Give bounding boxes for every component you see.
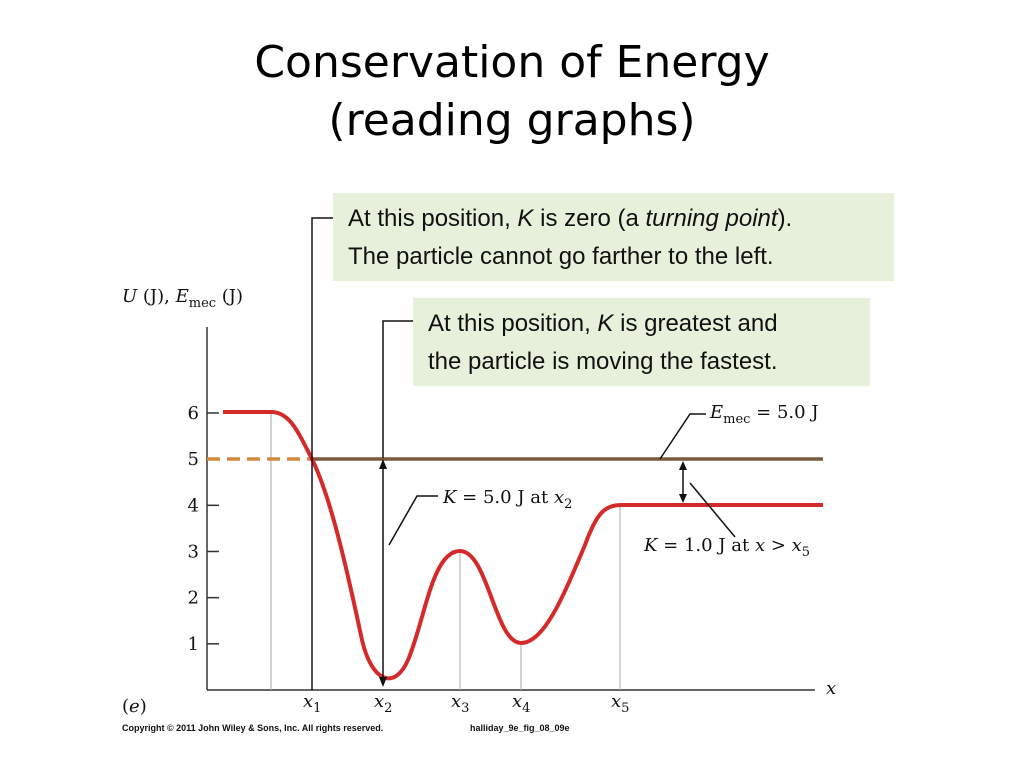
leader-emec [659, 413, 706, 460]
callout-turning-point-line1: At this position, K is zero (a turning p… [348, 205, 792, 232]
y-axis-label: U (J), Emec (J) [122, 286, 243, 311]
y-tick-label: 3 [188, 541, 199, 562]
potential-energy-curve [223, 410, 823, 681]
k-x5-arrow [679, 461, 687, 503]
y-ticks: 1 2 3 4 5 6 [188, 403, 219, 655]
y-tick-label: 4 [188, 495, 199, 516]
x-tick-label: x1 [303, 691, 321, 716]
x-tick-label: x2 [374, 691, 392, 716]
leader-k-x2 [388, 495, 438, 546]
y-tick-label: 2 [188, 588, 199, 609]
slide-title: Conservation of Energy (reading graphs) [0, 34, 1024, 150]
callout-turning-point-line2: The particle cannot go farther to the le… [348, 243, 774, 270]
leader-k-x5 [689, 482, 736, 538]
x-axis-label: x [826, 678, 836, 699]
copyright-text: Copyright © 2011 John Wiley & Sons, Inc.… [122, 723, 383, 733]
k-x2-arrow [379, 459, 387, 687]
callout-fastest-line1: At this position, K is greatest and [428, 310, 778, 337]
y-tick-label: 6 [188, 403, 199, 424]
x-tick-label: x3 [451, 691, 469, 716]
callout-fastest-box [413, 298, 870, 386]
title-line-2: (reading graphs) [328, 95, 696, 146]
x-guide-lines [270, 412, 621, 690]
annot-k-x5: K = 1.0 J at x > x5 [643, 535, 810, 560]
figure-id: halliday_9e_fig_08_09e [470, 723, 570, 733]
annot-emec: Emec = 5.0 J [709, 402, 819, 427]
callout-turning-point-box [333, 193, 894, 281]
leader-turning-point [311, 217, 333, 690]
leader-fastest [382, 320, 413, 458]
panel-label: (e) [122, 696, 147, 717]
x-tick-label: x5 [611, 691, 629, 716]
y-tick-label: 5 [188, 449, 199, 470]
y-tick-label: 1 [188, 634, 199, 655]
x-tick-labels: x1 x2 x3 x4 x5 [303, 691, 629, 716]
callout-fastest-line2: the particle is moving the fastest. [428, 348, 778, 375]
annot-k-x2: K = 5.0 J at x2 [442, 487, 572, 512]
x-tick-label: x4 [512, 691, 530, 716]
title-line-1: Conservation of Energy [254, 37, 770, 88]
